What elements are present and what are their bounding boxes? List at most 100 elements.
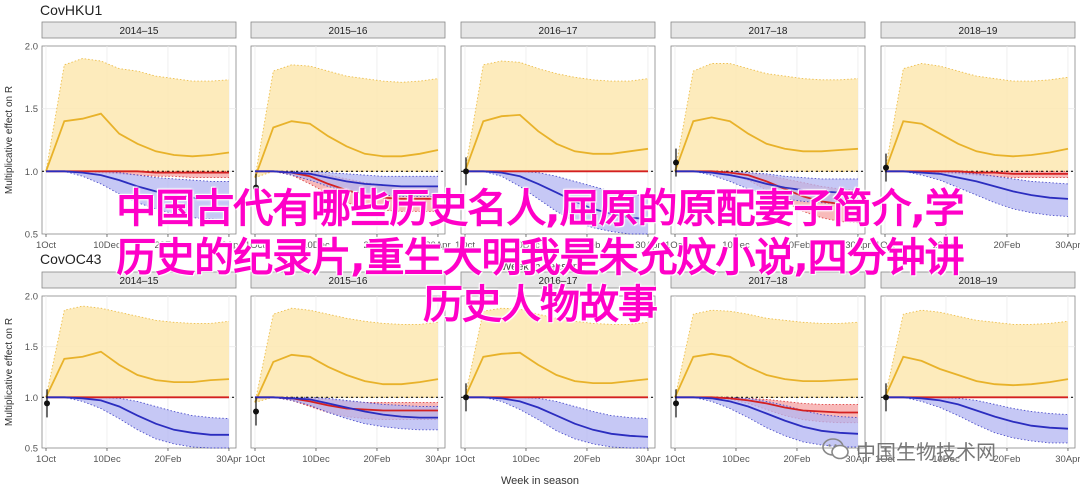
upper-ci-band: [46, 58, 229, 172]
blue-ci-upper-edge: [255, 170, 438, 177]
x-tick-label: 10Dec: [302, 454, 330, 465]
facet-label: 2015–16: [329, 276, 368, 287]
y-axis-label: Multiplicative effect on R: [4, 318, 15, 426]
x-tick-label: 20Feb: [154, 454, 181, 465]
blue-ci-upper-edge: [46, 170, 229, 182]
upper-series-line: [254, 353, 439, 403]
y-tick-label: 0.5: [25, 444, 38, 455]
x-tick-label: 1Oct: [455, 240, 475, 251]
blue-ci-upper-edge: [675, 396, 859, 419]
x-tick-label: 30Apr: [216, 454, 241, 465]
blue-series-line: [46, 396, 229, 436]
blue-ci-band: [255, 397, 438, 430]
facet-strip: [41, 271, 237, 289]
blue-ci-band: [675, 397, 858, 447]
blue-ci-upper-edge: [465, 170, 649, 197]
upper-ci-band: [885, 310, 1068, 398]
upper-series-line: [254, 120, 439, 178]
facet-strip: [670, 271, 866, 289]
x-tick-label: 10Dec: [512, 454, 540, 465]
facet-panel: 2015–16 1Oct 10Dec 20Feb 30Apr: [245, 21, 451, 251]
upper-ci-band: [255, 308, 438, 403]
facet-label: 2016–17: [539, 276, 578, 287]
upper-ci-upper-edge: [674, 309, 859, 398]
upper-ci-upper-edge: [254, 307, 439, 403]
upper-series-line: [45, 350, 230, 398]
overlay-caption-line-3: 历史人物故事: [423, 282, 658, 328]
blue-series-line: [885, 396, 1069, 430]
blue-ci-band: [675, 171, 858, 204]
x-tick-label: 30Apr: [1055, 454, 1080, 465]
facet-strip: [460, 21, 656, 39]
x-tick-label: 10Dec: [932, 240, 960, 251]
x-tick-label: 30Apr: [1055, 240, 1080, 251]
facet-strip: [460, 271, 656, 289]
upper-ci-band: [885, 63, 1068, 172]
blue-series-line: [255, 170, 438, 188]
blue-series-line: [255, 396, 438, 419]
x-axis-label: Week in season: [501, 475, 579, 487]
x-tick-label: 30Apr: [635, 240, 660, 251]
upper-ci-band: [255, 64, 438, 178]
upper-series-line: [884, 120, 1069, 172]
facet-strip: [250, 21, 446, 39]
blue-ci-lower-edge: [46, 396, 229, 449]
x-tick-label: 10Dec: [512, 240, 540, 251]
facet-panel: 2017–18 1Oct 10Dec 20Feb 30Apr: [665, 21, 871, 251]
blue-ci-lower-edge: [675, 396, 858, 448]
upper-ci-band: [675, 310, 858, 398]
wechat-icon: [822, 438, 849, 460]
blue-ci-band: [465, 397, 648, 448]
blue-ci-band: [465, 171, 648, 234]
blue-ci-upper-edge: [885, 170, 1069, 185]
upper-ci-upper-edge: [884, 309, 1069, 398]
point-estimate: [673, 159, 679, 166]
blue-series-line: [675, 170, 858, 194]
upper-series-line: [464, 351, 649, 398]
facet-panel: 2014–15 1Oct 10Dec 20Feb 30Apr: [36, 21, 242, 251]
y-tick-label: 1.0: [25, 167, 38, 178]
upper-series-line: [45, 112, 230, 172]
facet-strip: [250, 271, 446, 289]
facet-panel: 2015–16 1Oct 10Dec 20Feb 30Apr: [245, 271, 451, 465]
red-ci-band: [675, 171, 858, 223]
x-tick-label: 10Dec: [722, 454, 750, 465]
y-axis-label: Multiplicative effect on R: [4, 86, 15, 194]
red-ci-upper-edge: [675, 396, 858, 405]
x-tick-label: 10Dec: [302, 240, 330, 251]
point-estimate: [673, 400, 679, 407]
upper-ci-band: [465, 61, 648, 172]
upper-series-line: [464, 113, 649, 172]
facet-label: 2018–19: [959, 276, 998, 287]
x-tick-label: 1Oct: [875, 240, 895, 251]
blue-ci-upper-edge: [885, 396, 1069, 416]
x-tick-label: 1Oct: [455, 454, 475, 465]
facet-panel: 2014–15 1Oct 10Dec 20Feb 30Apr: [36, 271, 242, 465]
overlay-caption-line-1: 中国古代有哪些历史名人,屈原的原配妻子简介,学: [116, 186, 964, 232]
facet-label: 2014–15: [120, 276, 159, 287]
x-tick-label: 1Oct: [665, 240, 685, 251]
x-tick-label: 10Dec: [93, 454, 121, 465]
facet-strip: [880, 21, 1076, 39]
red-ci-lower-edge: [255, 170, 438, 212]
upper-ci-upper-edge: [464, 60, 649, 172]
x-tick-label: 20Feb: [783, 240, 810, 251]
point-estimate: [883, 394, 889, 401]
blue-ci-band: [46, 397, 229, 448]
x-tick-label: 20Feb: [993, 454, 1020, 465]
y-tick-label: 2.0: [25, 42, 38, 53]
point-estimate: [44, 400, 50, 407]
x-tick-label: 10Dec: [93, 240, 121, 251]
blue-ci-upper-edge: [46, 396, 230, 420]
x-tick-label: 30Apr: [425, 454, 450, 465]
facet-label: 2016–17: [539, 26, 578, 37]
point-estimate: [883, 164, 889, 171]
blue-series-line: [465, 396, 649, 438]
blue-ci-upper-edge: [255, 396, 438, 407]
upper-ci-band: [675, 63, 858, 172]
x-tick-label: 1Oct: [36, 240, 56, 251]
blue-series-line: [885, 170, 1069, 200]
x-tick-label: 20Feb: [993, 240, 1020, 251]
upper-ci-upper-edge: [45, 305, 230, 398]
